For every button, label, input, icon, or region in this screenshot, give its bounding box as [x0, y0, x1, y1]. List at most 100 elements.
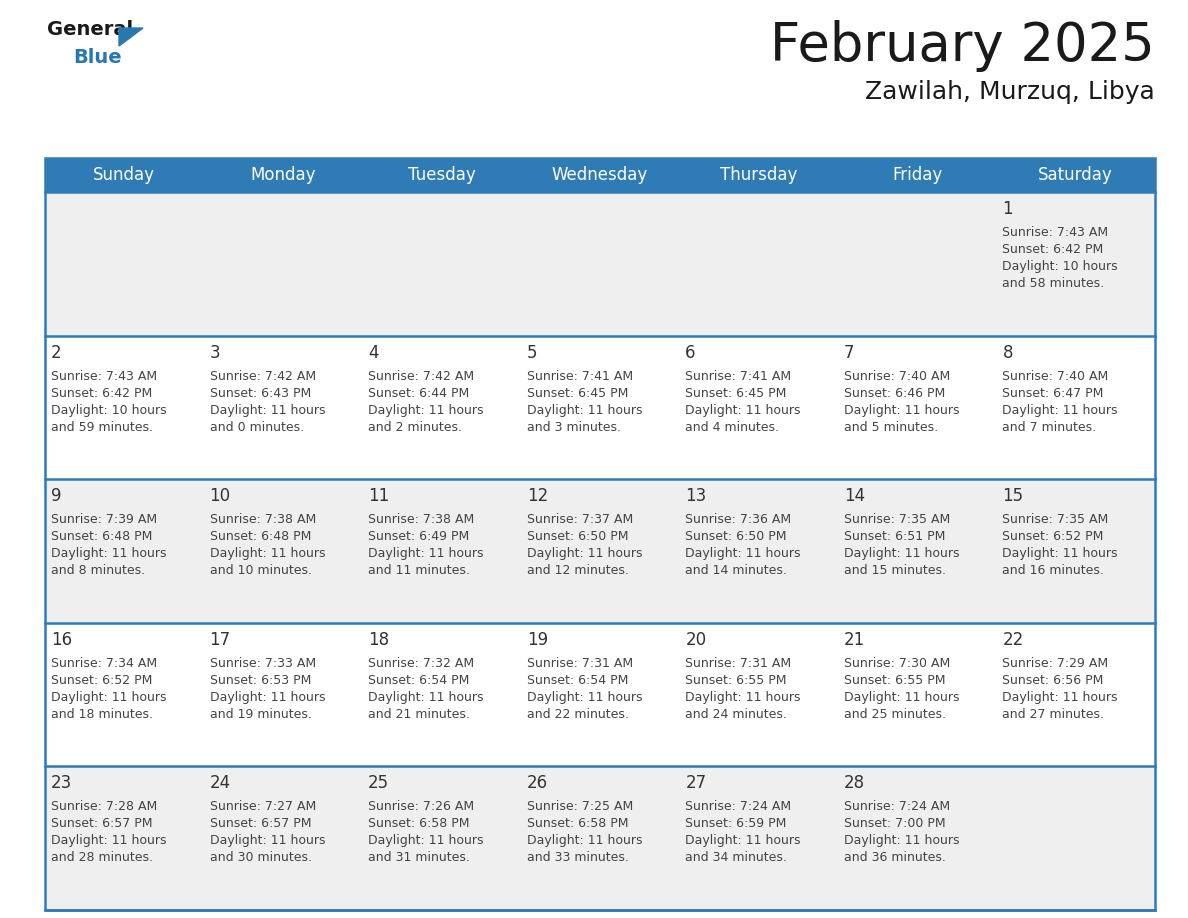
- Text: Sunset: 6:43 PM: Sunset: 6:43 PM: [209, 386, 311, 399]
- Text: and 16 minutes.: and 16 minutes.: [1003, 565, 1105, 577]
- Text: 21: 21: [843, 631, 865, 649]
- Text: Daylight: 11 hours: Daylight: 11 hours: [843, 691, 960, 704]
- Bar: [45, 767, 1155, 910]
- Text: Sunset: 6:52 PM: Sunset: 6:52 PM: [51, 674, 152, 687]
- Bar: [45, 479, 1155, 622]
- Text: 16: 16: [51, 631, 72, 649]
- Text: and 4 minutes.: and 4 minutes.: [685, 420, 779, 433]
- Text: 1: 1: [1003, 200, 1013, 218]
- Text: Sunset: 6:46 PM: Sunset: 6:46 PM: [843, 386, 946, 399]
- Text: Sunset: 6:47 PM: Sunset: 6:47 PM: [1003, 386, 1104, 399]
- Text: Sunset: 7:00 PM: Sunset: 7:00 PM: [843, 817, 946, 831]
- Text: Daylight: 10 hours: Daylight: 10 hours: [1003, 260, 1118, 273]
- Text: Daylight: 11 hours: Daylight: 11 hours: [368, 691, 484, 704]
- Bar: [45, 192, 1155, 336]
- Text: Daylight: 11 hours: Daylight: 11 hours: [685, 691, 801, 704]
- Text: 4: 4: [368, 343, 379, 362]
- Text: Thursday: Thursday: [720, 166, 797, 184]
- Text: Daylight: 11 hours: Daylight: 11 hours: [51, 547, 166, 560]
- Text: Sunrise: 7:27 AM: Sunrise: 7:27 AM: [209, 800, 316, 813]
- Text: Sunset: 6:52 PM: Sunset: 6:52 PM: [1003, 531, 1104, 543]
- Text: Sunrise: 7:30 AM: Sunrise: 7:30 AM: [843, 656, 950, 670]
- Text: and 5 minutes.: and 5 minutes.: [843, 420, 939, 433]
- Text: and 2 minutes.: and 2 minutes.: [368, 420, 462, 433]
- Text: and 24 minutes.: and 24 minutes.: [685, 708, 788, 721]
- Text: 27: 27: [685, 775, 707, 792]
- Text: and 10 minutes.: and 10 minutes.: [209, 565, 311, 577]
- Text: and 14 minutes.: and 14 minutes.: [685, 565, 788, 577]
- Text: Sunset: 6:54 PM: Sunset: 6:54 PM: [526, 674, 628, 687]
- Text: Sunrise: 7:40 AM: Sunrise: 7:40 AM: [1003, 370, 1108, 383]
- Text: and 15 minutes.: and 15 minutes.: [843, 565, 946, 577]
- Text: Wednesday: Wednesday: [552, 166, 649, 184]
- Text: and 33 minutes.: and 33 minutes.: [526, 851, 628, 865]
- Text: 19: 19: [526, 631, 548, 649]
- Text: Sunset: 6:45 PM: Sunset: 6:45 PM: [685, 386, 786, 399]
- Text: Sunrise: 7:40 AM: Sunrise: 7:40 AM: [843, 370, 950, 383]
- Text: Sunrise: 7:35 AM: Sunrise: 7:35 AM: [843, 513, 950, 526]
- Text: and 28 minutes.: and 28 minutes.: [51, 851, 153, 865]
- Text: Sunset: 6:48 PM: Sunset: 6:48 PM: [209, 531, 311, 543]
- Text: Sunrise: 7:43 AM: Sunrise: 7:43 AM: [1003, 226, 1108, 239]
- Text: Sunrise: 7:25 AM: Sunrise: 7:25 AM: [526, 800, 633, 813]
- Bar: [45, 158, 1155, 192]
- Text: 26: 26: [526, 775, 548, 792]
- Text: Sunset: 6:55 PM: Sunset: 6:55 PM: [843, 674, 946, 687]
- Text: and 25 minutes.: and 25 minutes.: [843, 708, 946, 721]
- Text: 7: 7: [843, 343, 854, 362]
- Text: Sunrise: 7:29 AM: Sunrise: 7:29 AM: [1003, 656, 1108, 670]
- Text: Sunrise: 7:43 AM: Sunrise: 7:43 AM: [51, 370, 157, 383]
- Text: Sunrise: 7:24 AM: Sunrise: 7:24 AM: [685, 800, 791, 813]
- Text: Sunrise: 7:35 AM: Sunrise: 7:35 AM: [1003, 513, 1108, 526]
- Text: 23: 23: [51, 775, 72, 792]
- Text: Sunset: 6:51 PM: Sunset: 6:51 PM: [843, 531, 946, 543]
- Text: Daylight: 11 hours: Daylight: 11 hours: [368, 404, 484, 417]
- Text: Sunrise: 7:36 AM: Sunrise: 7:36 AM: [685, 513, 791, 526]
- Text: and 30 minutes.: and 30 minutes.: [209, 851, 311, 865]
- Text: February 2025: February 2025: [770, 20, 1155, 72]
- Text: Sunrise: 7:32 AM: Sunrise: 7:32 AM: [368, 656, 474, 670]
- Text: Daylight: 11 hours: Daylight: 11 hours: [526, 547, 643, 560]
- Text: 6: 6: [685, 343, 696, 362]
- Text: and 11 minutes.: and 11 minutes.: [368, 565, 470, 577]
- Text: Sunset: 6:44 PM: Sunset: 6:44 PM: [368, 386, 469, 399]
- Text: Daylight: 11 hours: Daylight: 11 hours: [368, 834, 484, 847]
- Text: Daylight: 11 hours: Daylight: 11 hours: [368, 547, 484, 560]
- Text: Sunset: 6:53 PM: Sunset: 6:53 PM: [209, 674, 311, 687]
- Text: Sunset: 6:42 PM: Sunset: 6:42 PM: [1003, 243, 1104, 256]
- Text: Sunrise: 7:39 AM: Sunrise: 7:39 AM: [51, 513, 157, 526]
- Text: and 58 minutes.: and 58 minutes.: [1003, 277, 1105, 290]
- Text: Daylight: 10 hours: Daylight: 10 hours: [51, 404, 166, 417]
- Text: and 19 minutes.: and 19 minutes.: [209, 708, 311, 721]
- Text: and 0 minutes.: and 0 minutes.: [209, 420, 304, 433]
- Text: Sunset: 6:57 PM: Sunset: 6:57 PM: [51, 817, 152, 831]
- Text: 25: 25: [368, 775, 390, 792]
- Text: Monday: Monday: [251, 166, 316, 184]
- Text: Sunrise: 7:33 AM: Sunrise: 7:33 AM: [209, 656, 316, 670]
- Text: Sunrise: 7:31 AM: Sunrise: 7:31 AM: [685, 656, 791, 670]
- Text: Sunset: 6:42 PM: Sunset: 6:42 PM: [51, 386, 152, 399]
- Text: 14: 14: [843, 487, 865, 505]
- Text: and 3 minutes.: and 3 minutes.: [526, 420, 620, 433]
- Text: 8: 8: [1003, 343, 1013, 362]
- Text: 2: 2: [51, 343, 62, 362]
- Text: General: General: [48, 20, 133, 39]
- Text: Sunset: 6:54 PM: Sunset: 6:54 PM: [368, 674, 469, 687]
- Text: 17: 17: [209, 631, 230, 649]
- Text: 10: 10: [209, 487, 230, 505]
- Text: Daylight: 11 hours: Daylight: 11 hours: [843, 547, 960, 560]
- Bar: [45, 158, 1155, 910]
- Text: Daylight: 11 hours: Daylight: 11 hours: [685, 404, 801, 417]
- Text: Daylight: 11 hours: Daylight: 11 hours: [843, 834, 960, 847]
- Text: Sunset: 6:50 PM: Sunset: 6:50 PM: [685, 531, 786, 543]
- Text: Saturday: Saturday: [1038, 166, 1113, 184]
- Text: 11: 11: [368, 487, 390, 505]
- Text: Sunrise: 7:37 AM: Sunrise: 7:37 AM: [526, 513, 633, 526]
- Text: and 7 minutes.: and 7 minutes.: [1003, 420, 1097, 433]
- Text: 5: 5: [526, 343, 537, 362]
- Text: 18: 18: [368, 631, 390, 649]
- Text: Daylight: 11 hours: Daylight: 11 hours: [685, 547, 801, 560]
- Text: 28: 28: [843, 775, 865, 792]
- Text: and 12 minutes.: and 12 minutes.: [526, 565, 628, 577]
- Text: Daylight: 11 hours: Daylight: 11 hours: [51, 691, 166, 704]
